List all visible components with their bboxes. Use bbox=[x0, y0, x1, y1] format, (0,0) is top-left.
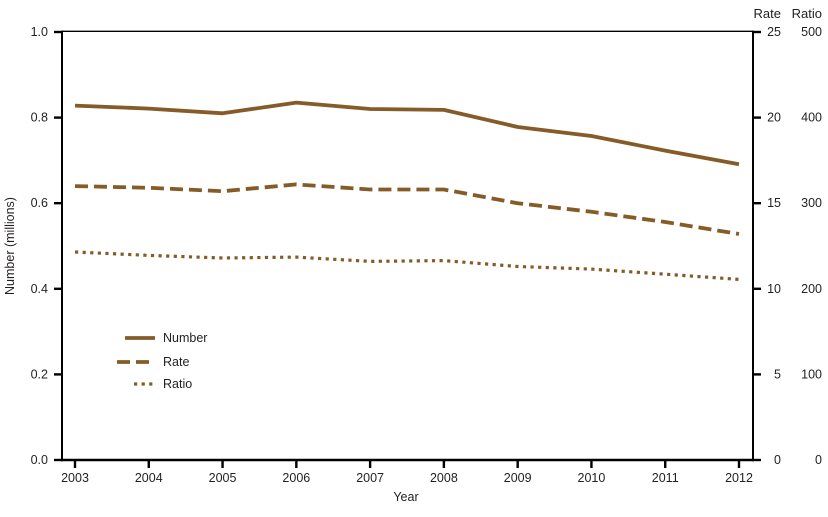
y-tick-label: 0.4 bbox=[31, 282, 48, 296]
x-tick-label: 2011 bbox=[652, 471, 679, 485]
y-axis-title: Number (millions) bbox=[3, 197, 17, 295]
ratio-tick-label: 100 bbox=[801, 367, 822, 381]
legend-label-rate: Rate bbox=[163, 355, 189, 369]
x-tick-label: 2007 bbox=[356, 471, 384, 485]
rate-tick-label: 10 bbox=[767, 282, 781, 296]
y-tick-label: 0.2 bbox=[31, 367, 48, 381]
x-tick-label: 2008 bbox=[430, 471, 458, 485]
rate-tick-label: 20 bbox=[767, 111, 781, 125]
right-axis-header-ratio: Ratio bbox=[792, 6, 822, 21]
series-ratio-line bbox=[74, 250, 740, 281]
x-tick-label: 2006 bbox=[282, 471, 310, 485]
x-axis-title: Year bbox=[393, 490, 418, 504]
legend-label-number: Number bbox=[163, 331, 207, 345]
y-tick-label: 0.8 bbox=[31, 111, 48, 125]
x-tick-label: 2005 bbox=[209, 471, 237, 485]
series-number-line bbox=[74, 100, 740, 167]
ratio-tick-label: 500 bbox=[801, 25, 822, 39]
ratio-tick-label: 200 bbox=[801, 282, 822, 296]
ratio-tick-label: 0 bbox=[815, 453, 822, 467]
y-tick-label: 0.6 bbox=[31, 196, 48, 210]
series-rate-line bbox=[74, 182, 740, 236]
rate-tick-label: 25 bbox=[767, 25, 781, 39]
y-tick-label: 1.0 bbox=[31, 25, 48, 39]
y-tick-label: 0.0 bbox=[31, 453, 48, 467]
x-tick-label: 2010 bbox=[578, 471, 606, 485]
plot-area: 0.0 0.2 0.4 0.6 0.8 1.0 0 0 5 100 10 200 15 300 20 400 2… bbox=[31, 25, 822, 485]
rate-tick-label: 0 bbox=[774, 453, 781, 467]
legend-label-ratio: Ratio bbox=[163, 377, 192, 391]
right-axis-header-rate: Rate bbox=[754, 6, 781, 21]
x-tick-label: 2004 bbox=[135, 471, 163, 485]
x-tick-label: 2012 bbox=[725, 471, 753, 485]
rate-tick-label: 15 bbox=[767, 196, 781, 210]
x-tick-label: 2009 bbox=[504, 471, 532, 485]
ratio-tick-label: 300 bbox=[801, 196, 822, 210]
x-tick-label: 2003 bbox=[61, 471, 89, 485]
rate-tick-label: 5 bbox=[774, 367, 781, 381]
ratio-tick-label: 400 bbox=[801, 111, 822, 125]
